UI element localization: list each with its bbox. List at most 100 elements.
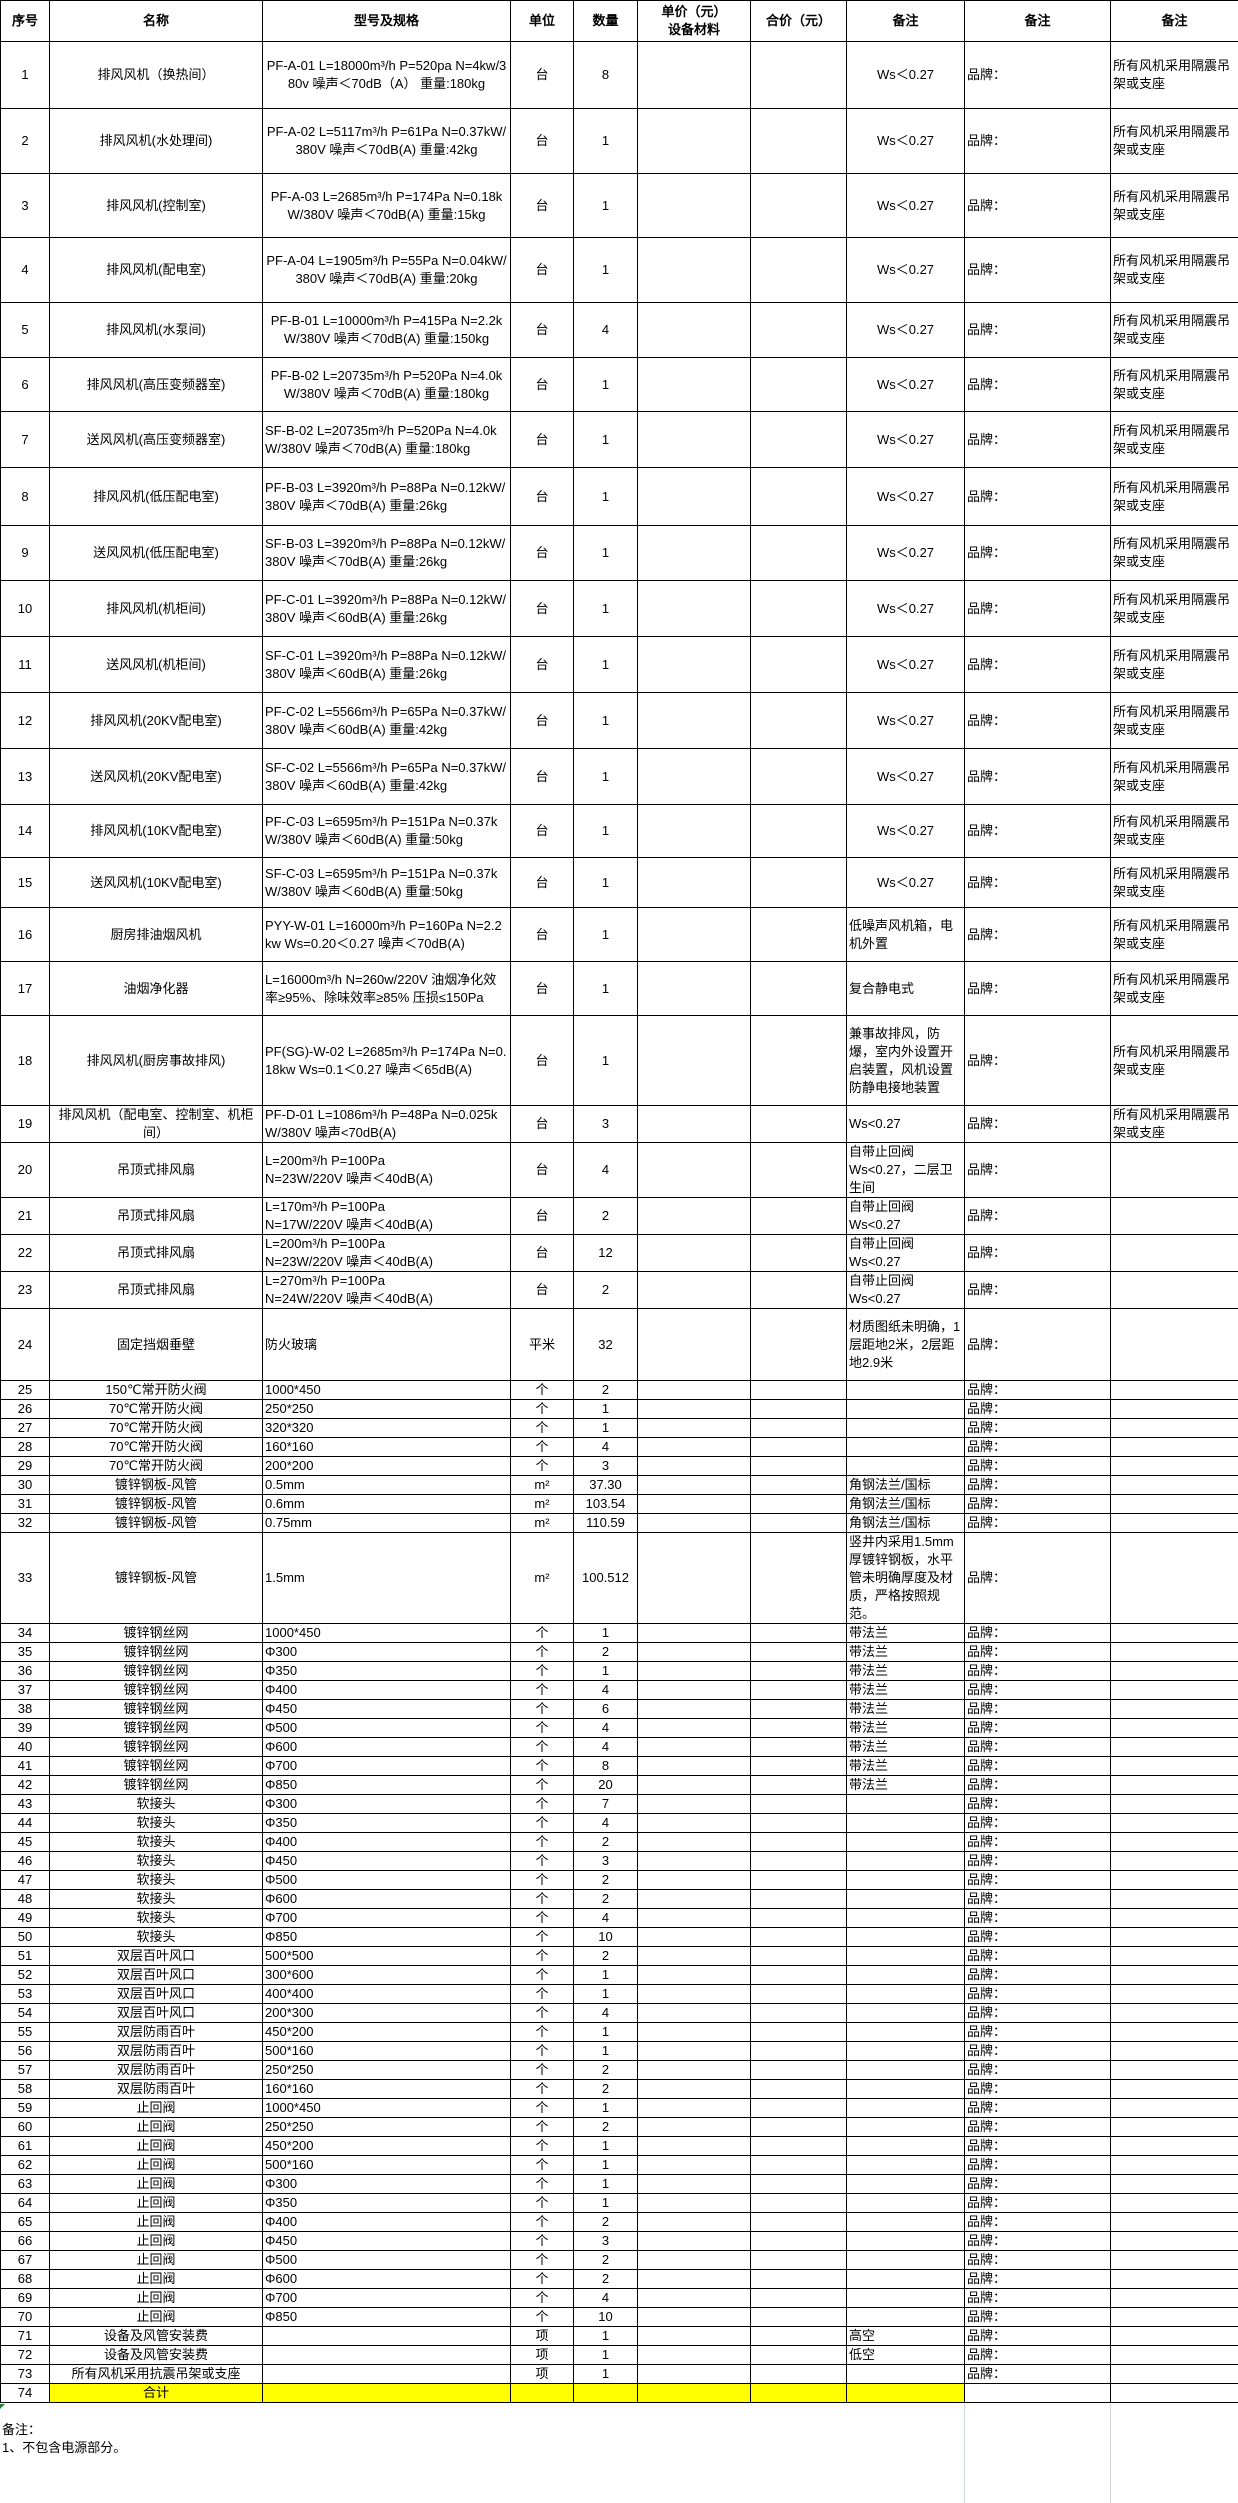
cell-unit[interactable]: 个 <box>511 1966 574 1985</box>
cell-total-price[interactable] <box>751 174 847 238</box>
cell-brand[interactable]: 品牌： <box>965 1016 1111 1106</box>
cell-spec[interactable]: PF(SG)-W-02 L=2685m³/h P=174Pa N=0.18kw … <box>263 1016 511 1106</box>
cell-unit-price[interactable] <box>638 174 751 238</box>
cell-unit-price[interactable] <box>638 1928 751 1947</box>
cell-brand[interactable]: 品牌： <box>965 1871 1111 1890</box>
cell-remark[interactable]: Ws<0.27 <box>847 1106 965 1143</box>
cell-index[interactable]: 24 <box>1 1309 50 1381</box>
cell-index[interactable]: 31 <box>1 1495 50 1514</box>
cell-name[interactable]: 软接头 <box>50 1871 263 1890</box>
cell-unit[interactable]: 个 <box>511 2289 574 2308</box>
cell-unit-price[interactable] <box>638 2175 751 2194</box>
cell-mounting-note[interactable] <box>1111 1533 1238 1624</box>
cell-index[interactable]: 51 <box>1 1947 50 1966</box>
cell-unit[interactable]: 台 <box>511 1272 574 1309</box>
cell-total-price[interactable] <box>751 2327 847 2346</box>
cell-mounting-note[interactable] <box>1111 2346 1238 2365</box>
cell-unit[interactable]: 个 <box>511 2042 574 2061</box>
cell-mounting-note[interactable] <box>1111 1757 1238 1776</box>
cell-brand[interactable]: 品牌： <box>965 468 1111 526</box>
cell-quantity[interactable]: 6 <box>574 1700 638 1719</box>
cell-spec[interactable]: 500*160 <box>263 2156 511 2175</box>
cell-remark[interactable]: 带法兰 <box>847 1624 965 1643</box>
cell-unit-price[interactable] <box>638 2194 751 2213</box>
cell-unit-price[interactable] <box>638 1495 751 1514</box>
cell-brand[interactable]: 品牌： <box>965 1309 1111 1381</box>
cell-quantity[interactable]: 1 <box>574 109 638 174</box>
cell-unit-price[interactable] <box>638 2327 751 2346</box>
cell-brand[interactable]: 品牌： <box>965 2308 1111 2327</box>
cell-unit[interactable]: 个 <box>511 1757 574 1776</box>
cell-brand[interactable]: 品牌： <box>965 174 1111 238</box>
cell-quantity[interactable] <box>574 2384 638 2403</box>
cell-total-price[interactable] <box>751 238 847 303</box>
cell-index[interactable]: 1 <box>1 42 50 109</box>
cell-unit-price[interactable] <box>638 1143 751 1198</box>
cell-quantity[interactable]: 1 <box>574 2194 638 2213</box>
cell-spec[interactable]: 250*250 <box>263 2118 511 2137</box>
cell-spec[interactable]: 200*300 <box>263 2004 511 2023</box>
cell-total-price[interactable] <box>751 1662 847 1681</box>
cell-remark[interactable]: 带法兰 <box>847 1776 965 1795</box>
cell-remark[interactable]: 角钢法兰/国标 <box>847 1495 965 1514</box>
cell-name[interactable]: 止回阀 <box>50 2213 263 2232</box>
cell-brand[interactable]: 品牌： <box>965 1681 1111 1700</box>
cell-quantity[interactable]: 2 <box>574 1947 638 1966</box>
cell-index[interactable]: 4 <box>1 238 50 303</box>
cell-spec[interactable]: SF-C-02 L=5566m³/h P=65Pa N=0.37kW/380V … <box>263 749 511 805</box>
cell-total-price[interactable] <box>751 637 847 693</box>
cell-quantity[interactable]: 2 <box>574 2118 638 2137</box>
cell-spec[interactable]: 0.75mm <box>263 1514 511 1533</box>
cell-quantity[interactable]: 4 <box>574 2289 638 2308</box>
cell-total-price[interactable] <box>751 1890 847 1909</box>
cell-index[interactable]: 63 <box>1 2175 50 2194</box>
cell-index[interactable]: 34 <box>1 1624 50 1643</box>
cell-index[interactable]: 37 <box>1 1681 50 1700</box>
cell-name[interactable]: 止回阀 <box>50 2308 263 2327</box>
cell-brand[interactable]: 品牌： <box>965 2118 1111 2137</box>
cell-index[interactable]: 12 <box>1 693 50 749</box>
cell-remark[interactable] <box>847 1795 965 1814</box>
cell-name[interactable]: 镀锌钢丝网 <box>50 1662 263 1681</box>
cell-name[interactable]: 软接头 <box>50 1928 263 1947</box>
cell-mounting-note[interactable]: 所有风机采用隔震吊架或支座 <box>1111 174 1238 238</box>
cell-unit[interactable]: 台 <box>511 693 574 749</box>
cell-name[interactable]: 送风风机(机柜间) <box>50 637 263 693</box>
cell-spec[interactable]: 1.5mm <box>263 1533 511 1624</box>
cell-remark[interactable]: 自带止回阀 Ws<0.27 <box>847 1235 965 1272</box>
cell-index[interactable]: 66 <box>1 2232 50 2251</box>
cell-remark[interactable]: 竖井内采用1.5mm厚镀锌钢板，水平管未明确厚度及材质，严格按照规范。 <box>847 1533 965 1624</box>
cell-remark[interactable]: 角钢法兰/国标 <box>847 1476 965 1495</box>
cell-name[interactable]: 固定挡烟垂壁 <box>50 1309 263 1381</box>
cell-total-price[interactable] <box>751 1514 847 1533</box>
cell-quantity[interactable]: 1 <box>574 581 638 637</box>
cell-unit[interactable]: 台 <box>511 174 574 238</box>
cell-brand[interactable]: 品牌： <box>965 1795 1111 1814</box>
cell-unit[interactable]: 个 <box>511 1947 574 1966</box>
cell-brand[interactable]: 品牌： <box>965 1381 1111 1400</box>
cell-spec[interactable]: 160*160 <box>263 1438 511 1457</box>
cell-remark[interactable] <box>847 2023 965 2042</box>
cell-quantity[interactable]: 4 <box>574 1143 638 1198</box>
cell-name[interactable]: 排风风机（配电室、控制室、机柜间） <box>50 1106 263 1143</box>
cell-unit-price[interactable] <box>638 1966 751 1985</box>
cell-spec[interactable]: 防火玻璃 <box>263 1309 511 1381</box>
cell-index[interactable]: 20 <box>1 1143 50 1198</box>
cell-total-price[interactable] <box>751 1719 847 1738</box>
cell-unit[interactable]: 个 <box>511 1909 574 1928</box>
cell-spec[interactable]: 1000*450 <box>263 1381 511 1400</box>
cell-name[interactable]: 止回阀 <box>50 2270 263 2289</box>
cell-remark[interactable]: 带法兰 <box>847 1681 965 1700</box>
cell-total-price[interactable] <box>751 1016 847 1106</box>
cell-mounting-note[interactable] <box>1111 2365 1238 2384</box>
cell-remark[interactable]: 带法兰 <box>847 1700 965 1719</box>
cell-spec[interactable]: Φ500 <box>263 1871 511 1890</box>
cell-quantity[interactable]: 110.59 <box>574 1514 638 1533</box>
cell-mounting-note[interactable] <box>1111 2137 1238 2156</box>
cell-unit[interactable]: 个 <box>511 2118 574 2137</box>
cell-unit-price[interactable] <box>638 1198 751 1235</box>
cell-brand[interactable]: 品牌： <box>965 1514 1111 1533</box>
cell-unit[interactable]: 个 <box>511 1662 574 1681</box>
cell-name[interactable]: 双层防雨百叶 <box>50 2061 263 2080</box>
cell-index[interactable]: 17 <box>1 962 50 1016</box>
